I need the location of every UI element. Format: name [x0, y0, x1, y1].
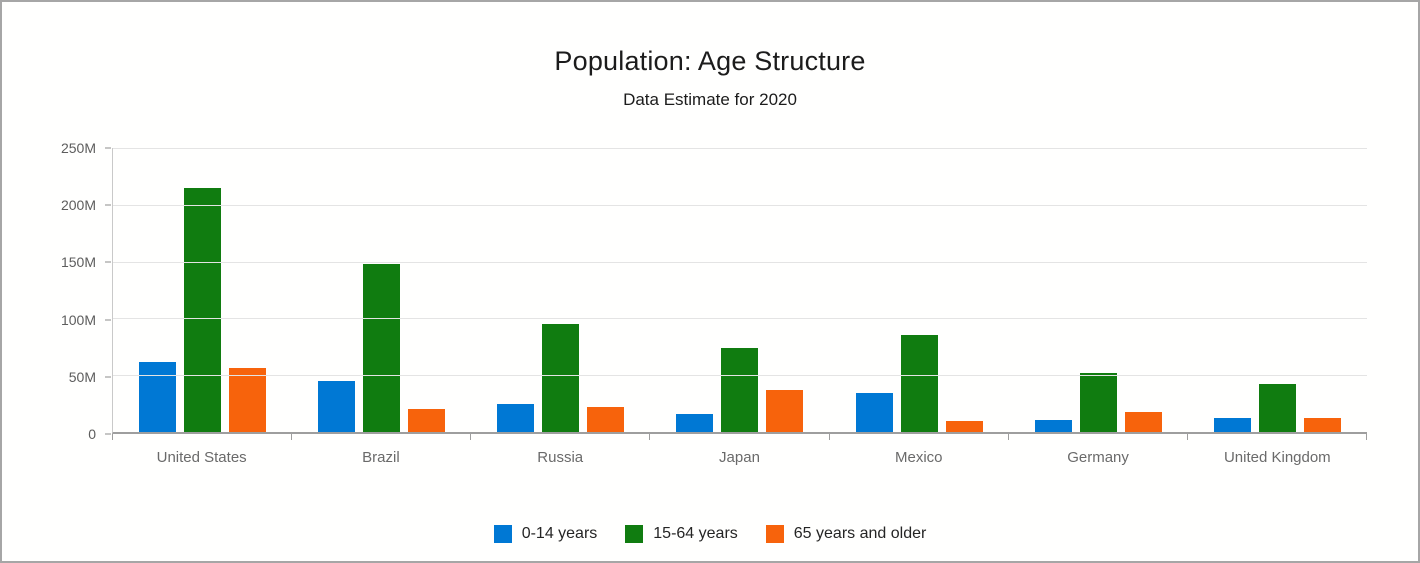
- y-axis-tick: [105, 376, 111, 378]
- x-axis-tick: [1366, 434, 1367, 440]
- y-axis-tick-label: 50M: [68, 368, 96, 385]
- y-axis-tick: [105, 147, 111, 149]
- bar-group-japan: [650, 148, 829, 432]
- gridline-50m: [113, 375, 1367, 377]
- chart-subtitle: Data Estimate for 2020: [623, 90, 797, 109]
- x-axis-tick: [828, 434, 830, 440]
- y-axis-tick-label: 100M: [60, 311, 96, 328]
- bar-65-years-and-older-japan[interactable]: [766, 389, 804, 432]
- x-axis-tick: [1186, 434, 1188, 440]
- bar-group-brazil: [292, 148, 471, 432]
- bar-0-14-years-germany[interactable]: [1034, 419, 1072, 432]
- gridline-200m: [113, 204, 1367, 206]
- bar-15-64-years-brazil[interactable]: [363, 263, 401, 432]
- bar-0-14-years-japan[interactable]: [676, 413, 714, 432]
- y-axis-tick: [105, 261, 111, 263]
- y-axis: 0 50M 100M 150M 200M 250M: [2, 140, 111, 442]
- y-axis-tick: [105, 319, 111, 321]
- legend-item-0-14-years[interactable]: 0-14 years: [493, 525, 598, 543]
- y-axis-tick-label: 0: [88, 426, 96, 442]
- bar-group-united-states: [113, 148, 292, 432]
- y-axis-tick: [105, 433, 111, 435]
- x-axis-labels: United States Brazil Russia Japan Mexico Germ…: [112, 449, 1367, 466]
- legend-swatch-65-years-and-older: [765, 525, 784, 543]
- bar-0-14-years-united-states[interactable]: [139, 361, 177, 432]
- legend-label: 65 years and older: [793, 525, 927, 542]
- legend-item-65-years-and-older[interactable]: 65 years and older: [765, 525, 927, 543]
- legend-label: 0-14 years: [521, 525, 598, 542]
- x-axis-category-label-united-kingdom: United Kingdom: [1223, 449, 1331, 466]
- bar-65-years-and-older-russia[interactable]: [587, 407, 625, 432]
- bar-0-14-years-mexico[interactable]: [855, 393, 893, 432]
- x-axis-category-label-brazil: Brazil: [362, 449, 400, 466]
- plot-area: [112, 148, 1367, 440]
- bar-15-64-years-mexico[interactable]: [900, 335, 938, 432]
- bar-65-years-and-older-united-kingdom[interactable]: [1303, 418, 1341, 432]
- bar-15-64-years-russia[interactable]: [542, 324, 580, 432]
- bar-0-14-years-brazil[interactable]: [318, 380, 356, 432]
- bar-groups: [113, 148, 1367, 432]
- legend-item-15-64-years[interactable]: 15-64 years: [625, 525, 738, 543]
- x-axis-tick: [1007, 434, 1009, 440]
- y-axis-tick-label: 250M: [60, 140, 96, 156]
- x-axis-category-label-germany: Germany: [1067, 449, 1129, 466]
- legend-swatch-0-14-years: [493, 525, 512, 543]
- x-axis-tick: [649, 434, 651, 440]
- bar-group-germany: [1009, 148, 1188, 432]
- bar-15-64-years-united-kingdom[interactable]: [1258, 384, 1296, 432]
- x-axis-category-label-japan: Japan: [719, 449, 760, 466]
- bar-0-14-years-united-kingdom[interactable]: [1213, 418, 1251, 432]
- bar-65-years-and-older-brazil[interactable]: [408, 409, 446, 432]
- legend: 0-14 years 15-64 years 65 years and older: [2, 525, 1418, 543]
- y-axis-tick-label: 200M: [60, 197, 96, 214]
- bar-15-64-years-germany[interactable]: [1079, 372, 1117, 432]
- bar-group-mexico: [830, 148, 1009, 432]
- bar-65-years-and-older-mexico[interactable]: [945, 420, 983, 432]
- bar-group-russia: [471, 148, 650, 432]
- y-axis-tick-label: 150M: [60, 254, 96, 271]
- gridline-150m: [113, 261, 1367, 263]
- x-axis-tick: [470, 434, 472, 440]
- x-axis-tick: [112, 434, 113, 440]
- bar-15-64-years-japan[interactable]: [721, 347, 759, 432]
- gridline-250m: [113, 148, 1367, 149]
- bar-15-64-years-united-states[interactable]: [184, 187, 222, 432]
- bar-65-years-and-older-united-states[interactable]: [229, 368, 267, 432]
- legend-label: 15-64 years: [653, 525, 738, 542]
- chart-title: Population: Age Structure: [554, 46, 866, 76]
- x-axis-tick: [291, 434, 293, 440]
- y-axis-tick: [105, 204, 111, 206]
- x-axis-category-label-russia: Russia: [537, 449, 584, 466]
- x-axis-category-label-mexico: Mexico: [895, 449, 943, 466]
- gridline-100m: [113, 318, 1367, 320]
- bar-0-14-years-russia[interactable]: [497, 403, 535, 432]
- legend-swatch-15-64-years: [625, 525, 644, 543]
- bar-65-years-and-older-germany[interactable]: [1124, 411, 1162, 432]
- bar-group-united-kingdom: [1188, 148, 1367, 432]
- x-axis-category-label-united-states: United States: [156, 449, 247, 466]
